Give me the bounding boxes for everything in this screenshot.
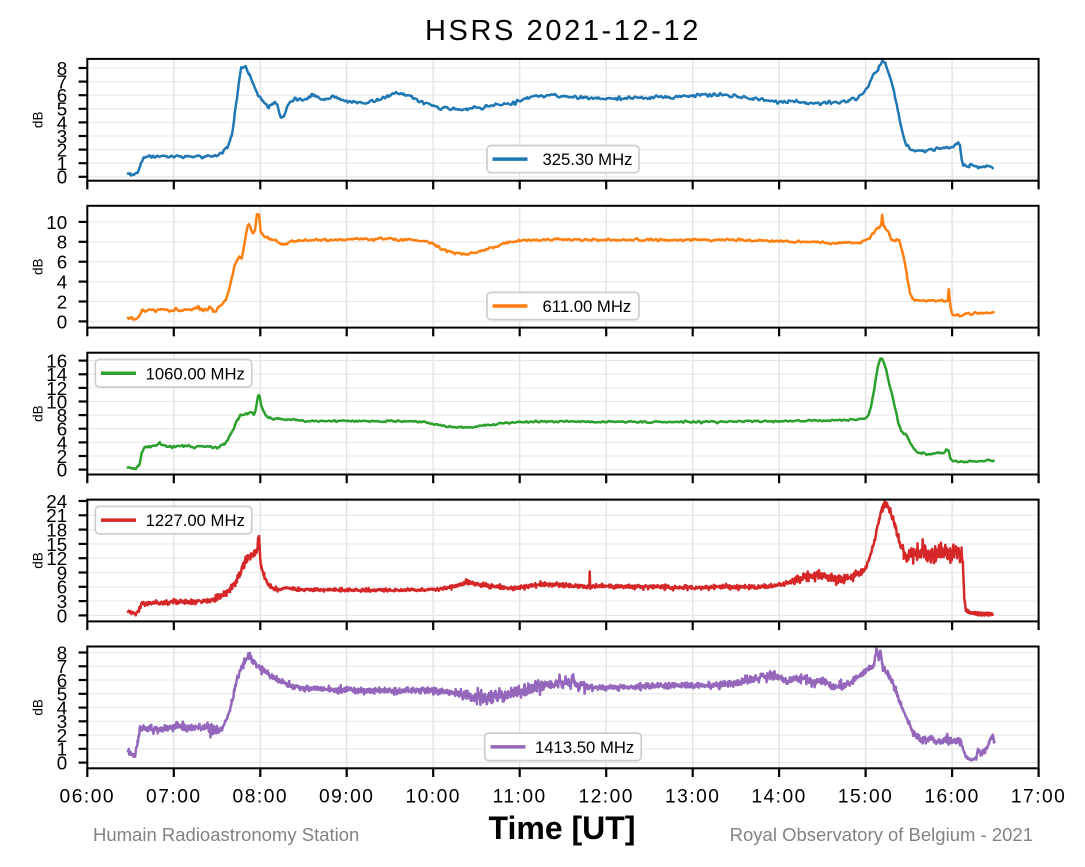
svg-text:8: 8 — [57, 232, 67, 253]
svg-text:HSRS 2021-12-12: HSRS 2021-12-12 — [425, 15, 701, 47]
svg-text:611.00 MHz: 611.00 MHz — [543, 297, 632, 316]
svg-text:4: 4 — [57, 112, 67, 133]
svg-text:0: 0 — [57, 311, 67, 332]
svg-text:24: 24 — [46, 491, 67, 512]
svg-text:4: 4 — [57, 272, 67, 293]
svg-text:10: 10 — [46, 212, 67, 233]
svg-text:0: 0 — [57, 605, 67, 626]
svg-text:6: 6 — [57, 419, 67, 440]
svg-text:16:00: 16:00 — [924, 786, 980, 807]
svg-text:9: 9 — [57, 562, 67, 583]
svg-text:0: 0 — [57, 753, 67, 774]
svg-text:dB: dB — [30, 699, 45, 716]
svg-text:12: 12 — [46, 548, 67, 569]
svg-text:07:00: 07:00 — [146, 786, 202, 807]
svg-text:7: 7 — [57, 72, 67, 93]
svg-text:1: 1 — [57, 153, 67, 174]
svg-text:10:00: 10:00 — [405, 786, 461, 807]
svg-text:2: 2 — [57, 291, 67, 312]
svg-text:11:00: 11:00 — [493, 786, 547, 807]
svg-text:15:00: 15:00 — [838, 786, 894, 807]
svg-text:6: 6 — [57, 670, 67, 691]
svg-text:4: 4 — [57, 698, 67, 719]
svg-text:1413.50 MHz: 1413.50 MHz — [535, 738, 634, 757]
svg-text:8: 8 — [57, 58, 67, 79]
svg-text:12:00: 12:00 — [578, 786, 634, 807]
svg-text:5: 5 — [57, 684, 67, 705]
svg-text:0: 0 — [57, 460, 67, 481]
svg-text:dB: dB — [30, 258, 45, 275]
svg-text:5: 5 — [57, 99, 67, 120]
svg-text:12: 12 — [46, 378, 67, 399]
svg-text:2: 2 — [57, 725, 67, 746]
svg-text:dB: dB — [30, 405, 45, 422]
svg-text:2: 2 — [57, 446, 67, 467]
svg-text:1: 1 — [57, 739, 67, 760]
svg-text:06:00: 06:00 — [60, 786, 116, 807]
svg-text:13:00: 13:00 — [665, 786, 721, 807]
svg-text:7: 7 — [57, 656, 67, 677]
svg-text:21: 21 — [46, 505, 67, 526]
svg-text:14: 14 — [46, 364, 67, 385]
svg-text:1060.00 MHz: 1060.00 MHz — [146, 364, 245, 383]
svg-text:08:00: 08:00 — [233, 786, 289, 807]
svg-text:14:00: 14:00 — [751, 786, 807, 807]
svg-text:4: 4 — [57, 432, 67, 453]
svg-text:0: 0 — [57, 167, 67, 188]
svg-text:dB: dB — [30, 112, 45, 129]
svg-text:10: 10 — [46, 391, 67, 412]
svg-text:Royal Observatory of Belgium -: Royal Observatory of Belgium - 2021 — [730, 824, 1033, 845]
svg-text:8: 8 — [57, 642, 67, 663]
svg-text:Humain Radioastronomy Station: Humain Radioastronomy Station — [93, 824, 359, 845]
svg-text:09:00: 09:00 — [319, 786, 375, 807]
svg-text:2: 2 — [57, 140, 67, 161]
svg-text:18: 18 — [46, 520, 67, 541]
svg-text:6: 6 — [57, 252, 67, 273]
svg-text:3: 3 — [57, 126, 67, 147]
svg-text:325.30 MHz: 325.30 MHz — [543, 150, 633, 169]
svg-text:6: 6 — [57, 85, 67, 106]
svg-text:3: 3 — [57, 591, 67, 612]
svg-text:1227.00 MHz: 1227.00 MHz — [146, 511, 245, 530]
svg-text:15: 15 — [46, 534, 67, 555]
svg-text:Time [UT]: Time [UT] — [489, 810, 636, 846]
svg-text:8: 8 — [57, 405, 67, 426]
svg-text:3: 3 — [57, 711, 67, 732]
svg-text:6: 6 — [57, 577, 67, 598]
svg-text:17:00: 17:00 — [1011, 786, 1067, 807]
svg-text:16: 16 — [46, 351, 67, 372]
svg-text:dB: dB — [30, 552, 45, 569]
